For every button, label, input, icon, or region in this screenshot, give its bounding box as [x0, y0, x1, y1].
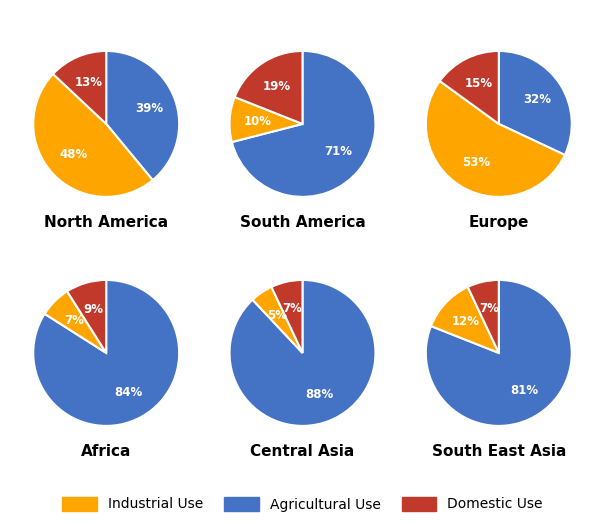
Wedge shape — [272, 280, 302, 353]
Wedge shape — [426, 81, 565, 197]
Text: 15%: 15% — [464, 77, 492, 90]
Wedge shape — [499, 51, 572, 155]
Wedge shape — [45, 291, 106, 353]
Wedge shape — [33, 280, 179, 426]
Legend: Industrial Use, Agricultural Use, Domestic Use: Industrial Use, Agricultural Use, Domest… — [56, 491, 549, 517]
Text: 53%: 53% — [462, 156, 490, 169]
Text: 19%: 19% — [263, 80, 291, 93]
Text: 32%: 32% — [523, 93, 551, 106]
Text: North America: North America — [44, 215, 168, 230]
Text: South America: South America — [240, 215, 365, 230]
Text: 7%: 7% — [479, 302, 499, 315]
Wedge shape — [440, 51, 499, 124]
Text: 71%: 71% — [324, 145, 352, 158]
Wedge shape — [229, 97, 302, 142]
Text: 13%: 13% — [74, 76, 102, 89]
Wedge shape — [468, 280, 499, 353]
Text: 88%: 88% — [305, 388, 333, 401]
Wedge shape — [232, 51, 376, 197]
Wedge shape — [229, 280, 376, 426]
Wedge shape — [235, 51, 302, 124]
Wedge shape — [252, 287, 302, 353]
Text: Europe: Europe — [469, 215, 529, 230]
Wedge shape — [33, 74, 152, 197]
Text: 84%: 84% — [114, 386, 142, 399]
Wedge shape — [106, 51, 179, 180]
Text: 48%: 48% — [59, 148, 87, 161]
Wedge shape — [67, 280, 106, 353]
Text: 7%: 7% — [64, 314, 84, 328]
Text: 12%: 12% — [452, 315, 480, 329]
Wedge shape — [53, 51, 106, 124]
Text: 39%: 39% — [135, 102, 163, 115]
Text: South East Asia: South East Asia — [431, 444, 566, 459]
Text: Central Asia: Central Asia — [250, 444, 355, 459]
Text: 7%: 7% — [283, 302, 302, 315]
Wedge shape — [431, 287, 499, 353]
Wedge shape — [426, 280, 572, 426]
Text: 81%: 81% — [510, 384, 538, 397]
Text: 10%: 10% — [243, 115, 272, 127]
Text: Africa: Africa — [81, 444, 131, 459]
Text: 5%: 5% — [267, 309, 287, 322]
Text: 9%: 9% — [83, 303, 103, 316]
